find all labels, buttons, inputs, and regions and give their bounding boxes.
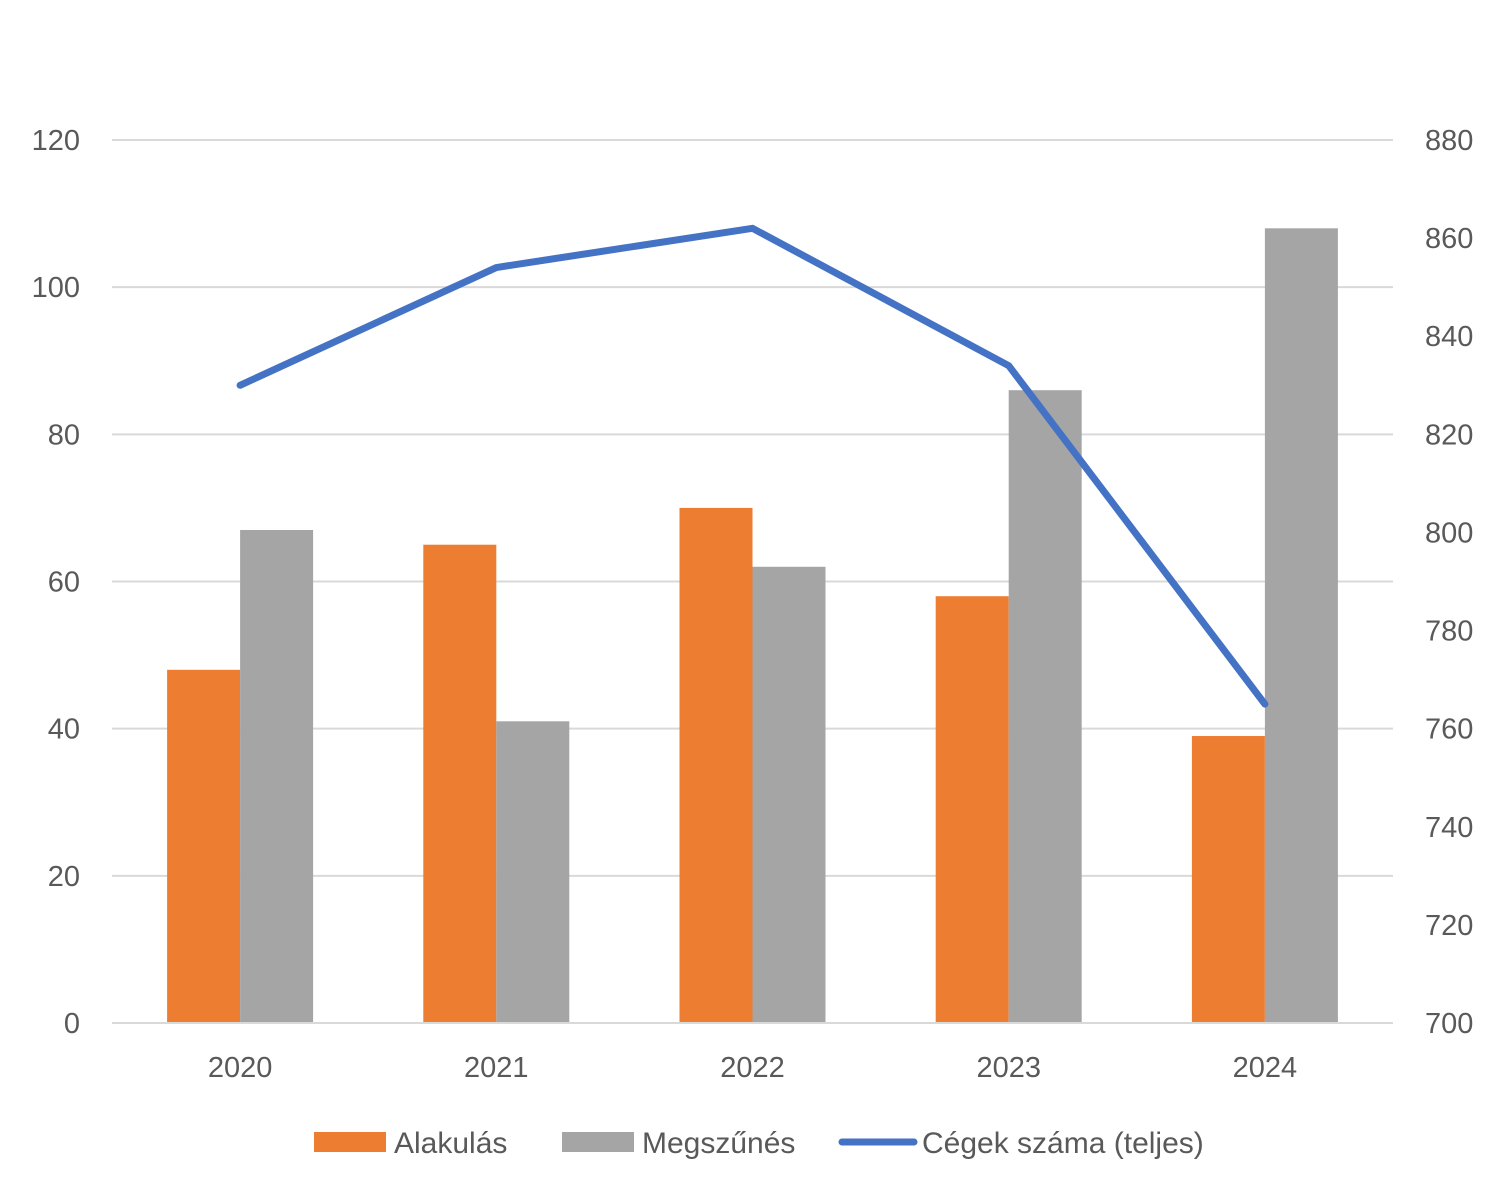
bar-alakulas xyxy=(679,507,753,1024)
y-left-tick-label: 40 xyxy=(48,714,80,746)
y-left-tick-label: 20 xyxy=(48,861,80,893)
legend: Alakulás Megszűnés Cégek száma (teljes) xyxy=(314,1127,1204,1160)
bar-megszunes xyxy=(496,721,570,1023)
legend-label: Megszűnés xyxy=(642,1127,795,1160)
y-right-tick-label: 780 xyxy=(1425,616,1473,648)
line-series xyxy=(236,224,1269,708)
y-left-tick-label: 60 xyxy=(48,567,80,599)
x-tick-label: 2022 xyxy=(720,1052,785,1084)
legend-item-megszunes: Megszűnés xyxy=(562,1127,795,1160)
bar-megszunes xyxy=(1008,390,1082,1023)
bar-alakulas xyxy=(167,669,241,1023)
y-left-tick-label: 100 xyxy=(32,272,80,304)
y-right-tick-label: 840 xyxy=(1425,321,1473,353)
y-left-tick-label: 0 xyxy=(64,1008,80,1040)
line-cegek-szama xyxy=(236,224,1269,708)
legend-label: Alakulás xyxy=(394,1127,507,1160)
x-tick-label: 2021 xyxy=(464,1052,529,1084)
bar-alakulas xyxy=(423,544,497,1023)
legend-item-cegek-szama: Cégek száma (teljes) xyxy=(838,1127,1204,1160)
y-right-tick-label: 740 xyxy=(1425,812,1473,844)
bar-alakulas xyxy=(1191,736,1265,1023)
x-tick-label: 2023 xyxy=(976,1052,1041,1084)
x-tick-label: 2024 xyxy=(1233,1052,1298,1084)
bars xyxy=(167,228,1338,1024)
y-right-tick-label: 700 xyxy=(1425,1008,1473,1040)
bar-alakulas xyxy=(935,596,1009,1023)
axes: 0 20 40 60 80 100 120 700 720 740 760 780 800 820 840 8… xyxy=(32,125,1474,1084)
legend-label: Cégek száma (teljes) xyxy=(922,1127,1204,1160)
y-right-tick-label: 800 xyxy=(1425,517,1473,549)
legend-swatch xyxy=(314,1132,386,1152)
y-right-tick-label: 760 xyxy=(1425,714,1473,746)
bar-megszunes xyxy=(240,529,314,1023)
y-left-tick-label: 120 xyxy=(32,125,80,157)
legend-swatch xyxy=(562,1132,634,1152)
bar-megszunes xyxy=(1264,228,1338,1024)
y-right-tick-label: 820 xyxy=(1425,419,1473,451)
y-right-tick-label: 860 xyxy=(1425,223,1473,255)
bar-megszunes xyxy=(752,566,826,1023)
y-right-tick-label: 880 xyxy=(1425,125,1473,157)
y-right-tick-label: 720 xyxy=(1425,910,1473,942)
x-tick-label: 2020 xyxy=(208,1052,273,1084)
y-left-tick-label: 80 xyxy=(48,419,80,451)
legend-item-alakulas: Alakulás xyxy=(314,1127,507,1160)
